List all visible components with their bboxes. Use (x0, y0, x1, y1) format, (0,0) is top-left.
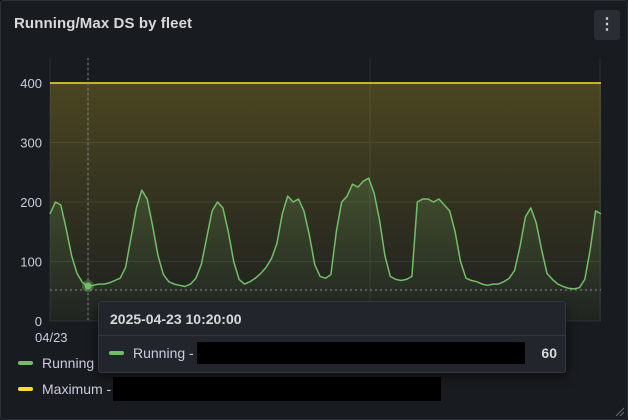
tooltip-row: Running - 60 (109, 342, 557, 364)
y-tick-label: 400 (20, 76, 42, 91)
x-tick-label: 04/23 (35, 330, 68, 345)
legend-label: Maximum - (42, 381, 112, 397)
x-axis: 04/23 (35, 330, 68, 345)
legend-swatch (18, 361, 33, 365)
resize-handle-icon[interactable] (614, 406, 624, 416)
tooltip-time: 2025-04-23 10:20:00 (110, 311, 242, 327)
tooltip-divider (99, 335, 565, 336)
hover-crosshair (50, 58, 601, 321)
series-group (49, 82, 602, 321)
y-axis: 0 100 200 300 400 (20, 76, 42, 329)
panel-title: Running/Max DS by fleet (14, 15, 193, 32)
tooltip-swatch (109, 351, 124, 355)
legend-swatch (18, 387, 33, 391)
tooltip: 2025-04-23 10:20:00 Running - 60 (98, 301, 566, 373)
kebab-menu-icon[interactable]: ⋮ (594, 10, 620, 40)
y-tick-label: 200 (20, 195, 42, 210)
legend-item-running[interactable]: Running (18, 355, 94, 371)
y-tick-label: 0 (35, 314, 42, 329)
y-tick-label: 100 (20, 255, 42, 270)
hover-point (84, 282, 92, 290)
maximum-area (50, 83, 601, 321)
running-area (50, 178, 601, 321)
tooltip-value: 60 (541, 345, 557, 361)
legend-label: Running (42, 355, 95, 371)
legend-item-maximum[interactable]: Maximum - (18, 377, 442, 401)
redacted-block (113, 377, 442, 401)
tooltip-series-label: Running - (133, 345, 194, 361)
series-line-running (49, 177, 602, 290)
redacted-block (196, 342, 525, 364)
y-tick-label: 300 (20, 136, 42, 151)
